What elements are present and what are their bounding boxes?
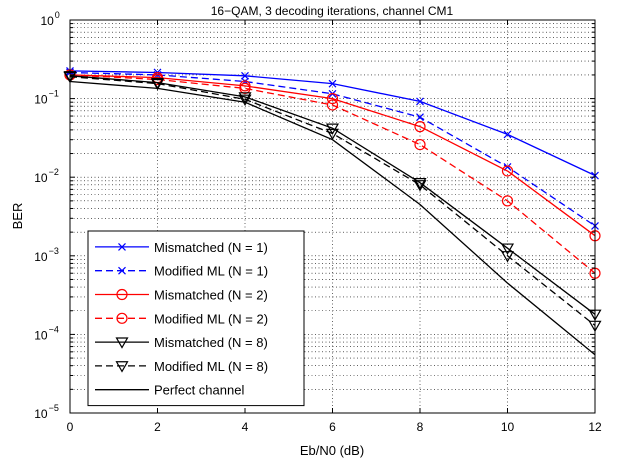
y-axis-label: BER xyxy=(10,203,25,230)
x-tick-labels: 0 2 4 6 8 10 12 xyxy=(67,420,602,434)
legend-label: Mismatched (N = 2) xyxy=(154,288,268,303)
legend-label: Mismatched (N = 1) xyxy=(154,240,268,255)
series-layer xyxy=(63,66,602,356)
data-point xyxy=(500,243,515,255)
y-tick-label: 10 xyxy=(34,93,48,107)
y-tick-label: 10 xyxy=(34,407,48,421)
data-point xyxy=(238,92,252,104)
y-tick-label-exponent: 0 xyxy=(55,10,60,20)
y-tick-label-exponent: −1 xyxy=(49,89,59,99)
data-point xyxy=(150,78,165,91)
legend-marker xyxy=(116,312,128,324)
y-tick-label: 10 xyxy=(40,14,54,28)
x-tick-label: 12 xyxy=(588,420,602,434)
legend-item: Mismatched (N = 1) xyxy=(95,240,268,255)
series-7 xyxy=(69,80,596,356)
data-point xyxy=(416,113,424,122)
data-point xyxy=(326,99,339,111)
legend-label: Perfect channel xyxy=(154,383,244,398)
legend-label: Mismatched (N = 8) xyxy=(154,335,268,350)
x-tick-label: 10 xyxy=(501,420,515,434)
legend-label: Modified ML (N = 8) xyxy=(154,359,268,374)
y-tick-label-exponent: −4 xyxy=(49,324,59,334)
legend-item: Modified ML (N = 2) xyxy=(95,311,268,326)
axis-ticks xyxy=(69,19,596,414)
x-axis-label: Eb/N0 (dB) xyxy=(300,443,364,458)
x-tick-label: 8 xyxy=(417,420,424,434)
series-line xyxy=(69,80,596,356)
legend-item: Modified ML (N = 8) xyxy=(95,359,268,374)
series-1 xyxy=(66,66,599,180)
data-point xyxy=(328,79,337,88)
x-tick-label: 0 xyxy=(67,420,74,434)
y-tick-label-exponent: −2 xyxy=(49,167,59,177)
legend-item: Perfect channel xyxy=(95,383,244,398)
y-tick-label: 10 xyxy=(34,328,48,342)
data-point xyxy=(325,128,340,141)
data-point xyxy=(326,92,339,105)
y-tick-label: 10 xyxy=(34,171,48,185)
legend-label: Modified ML (N = 1) xyxy=(154,264,268,279)
series-line xyxy=(69,76,596,326)
data-point xyxy=(416,97,424,106)
data-point xyxy=(413,180,427,192)
data-point xyxy=(238,94,252,106)
legend-marker xyxy=(115,337,129,349)
legend-marker xyxy=(116,288,128,301)
legend-marker xyxy=(118,266,126,275)
x-tick-label: 4 xyxy=(242,420,249,434)
legend-label: Modified ML (N = 2) xyxy=(154,311,268,326)
y-tick-label-exponent: −3 xyxy=(49,246,59,256)
legend-item: Mismatched (N = 2) xyxy=(95,288,268,303)
legend: Mismatched (N = 1) Modified ML (N = 1) Mis… xyxy=(87,230,305,407)
legend-marker xyxy=(115,361,129,373)
series-line xyxy=(69,74,596,274)
data-point xyxy=(501,195,514,207)
y-tick-label-exponent: −5 xyxy=(49,403,59,413)
data-point xyxy=(241,71,249,80)
legend-item: Modified ML (N = 1) xyxy=(95,264,268,279)
data-point xyxy=(414,121,426,133)
y-tick-label: 10 xyxy=(34,250,48,264)
data-point xyxy=(501,165,514,177)
x-tick-label: 2 xyxy=(154,420,161,434)
series-line xyxy=(69,74,596,237)
legend-item: Mismatched (N = 8) xyxy=(95,335,268,350)
data-point xyxy=(500,251,515,263)
data-point xyxy=(414,138,426,151)
x-tick-label: 6 xyxy=(329,420,336,434)
series-3 xyxy=(64,69,601,242)
chart-title: 16−QAM, 3 decoding iterations, channel C… xyxy=(211,4,454,18)
data-point xyxy=(239,82,251,94)
legend-marker xyxy=(118,242,126,251)
data-point xyxy=(503,130,512,139)
series-line xyxy=(69,75,596,315)
